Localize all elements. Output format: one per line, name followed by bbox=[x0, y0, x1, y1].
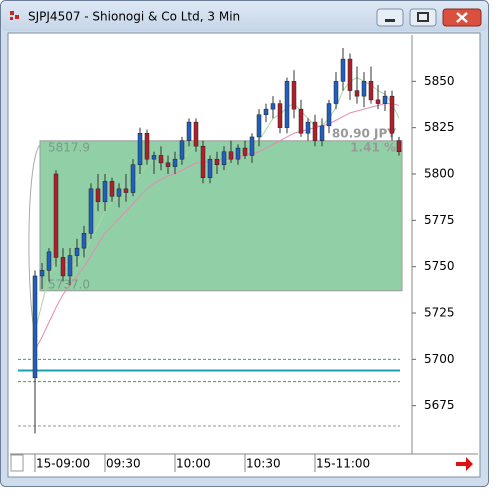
candle-body bbox=[151, 155, 157, 160]
y-tick-label: 5775 bbox=[424, 213, 455, 227]
y-tick-label: 5725 bbox=[424, 306, 455, 320]
y-tick-label: 5750 bbox=[424, 259, 455, 273]
candle-body bbox=[291, 81, 297, 110]
candle-body bbox=[193, 121, 199, 147]
x-tick-label: 10:00 bbox=[176, 457, 211, 471]
candle-body bbox=[221, 151, 227, 165]
candle-body bbox=[270, 103, 276, 110]
candle-body bbox=[60, 257, 66, 277]
x-tick-label: 10:30 bbox=[246, 457, 281, 471]
title-bar bbox=[1, 1, 488, 31]
box-change-label: 80.90 JPY bbox=[332, 126, 396, 140]
candle-body bbox=[53, 173, 59, 258]
candle-body bbox=[368, 81, 374, 101]
box-top-label: 5817.9 bbox=[48, 140, 90, 154]
maximize-button[interactable] bbox=[409, 8, 437, 27]
app-icon bbox=[10, 11, 14, 15]
candle-body bbox=[389, 95, 395, 134]
candle-body bbox=[207, 158, 213, 178]
candle-body bbox=[67, 255, 73, 277]
candle-body bbox=[88, 188, 94, 234]
x-tick-label: 15-09:00 bbox=[36, 457, 90, 471]
y-tick-label: 5700 bbox=[424, 352, 455, 366]
x-tick-label: 09:30 bbox=[106, 457, 141, 471]
candle-body bbox=[340, 58, 346, 82]
candle-body bbox=[249, 136, 255, 156]
candle-body bbox=[172, 158, 178, 167]
candle-body bbox=[116, 188, 122, 197]
candle-body bbox=[32, 275, 38, 379]
candle-body bbox=[74, 247, 80, 256]
candle-body bbox=[305, 121, 311, 134]
candle-body bbox=[81, 233, 87, 249]
candle-body bbox=[102, 181, 108, 203]
scroll-arrow[interactable] bbox=[456, 457, 473, 471]
candle-body bbox=[109, 181, 115, 197]
close-icon bbox=[456, 12, 468, 23]
candle-body bbox=[277, 103, 283, 128]
minimize-button[interactable] bbox=[376, 8, 404, 27]
candle-body bbox=[312, 121, 318, 141]
candle-body bbox=[39, 270, 45, 277]
candle-body bbox=[354, 90, 360, 97]
window-title: SJPJ4507 - Shionogi & Co Ltd, 3 Min bbox=[28, 10, 240, 24]
box-percent-label: 1.41 % bbox=[350, 140, 396, 154]
scroll-box[interactable] bbox=[10, 454, 24, 472]
candle-body bbox=[242, 147, 248, 156]
candle-body bbox=[228, 151, 234, 160]
candle-body bbox=[214, 158, 220, 165]
box-bottom-label: 5737.0 bbox=[48, 277, 90, 291]
candle-body bbox=[123, 188, 129, 193]
measure-box bbox=[39, 140, 403, 292]
candle-body bbox=[326, 103, 332, 127]
y-tick-label: 5675 bbox=[424, 398, 455, 412]
candle-body bbox=[396, 140, 402, 153]
candle-body bbox=[165, 162, 171, 167]
candle-body bbox=[158, 155, 164, 164]
candle-body bbox=[263, 108, 269, 115]
candle-body bbox=[319, 125, 325, 141]
y-tick-label: 5825 bbox=[424, 120, 455, 134]
maximize-icon bbox=[417, 12, 429, 22]
candle-body bbox=[333, 81, 339, 104]
candle-body bbox=[186, 121, 192, 141]
y-tick-label: 5800 bbox=[424, 167, 455, 181]
app-icon bbox=[15, 15, 19, 19]
candle-body bbox=[298, 108, 304, 134]
candle-body bbox=[256, 114, 262, 138]
minimize-icon bbox=[385, 19, 395, 22]
candle-body bbox=[347, 58, 353, 91]
candle-body bbox=[137, 132, 143, 165]
candle-body bbox=[375, 99, 381, 104]
candle-body bbox=[235, 147, 241, 160]
candle-body bbox=[144, 132, 150, 160]
y-tick-label: 5850 bbox=[424, 74, 455, 88]
app-icon bbox=[10, 17, 13, 20]
candle-body bbox=[361, 81, 367, 97]
candle-body bbox=[130, 164, 136, 193]
x-tick-label: 15-11:00 bbox=[316, 457, 370, 471]
candle-body bbox=[46, 251, 52, 271]
candle-body bbox=[284, 81, 290, 128]
candle-body bbox=[382, 95, 388, 104]
candle-body bbox=[200, 145, 206, 178]
candle-body bbox=[179, 140, 185, 160]
candle-body bbox=[95, 188, 101, 203]
